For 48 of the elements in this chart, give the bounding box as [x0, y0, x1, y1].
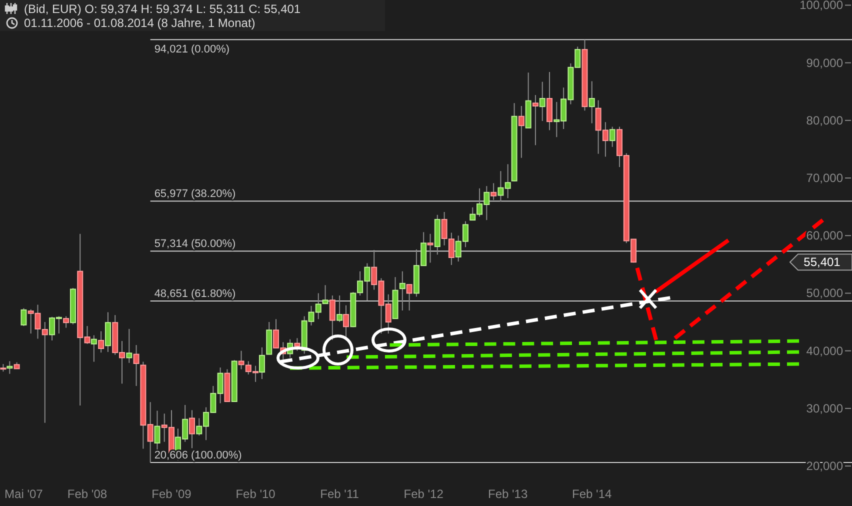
candlestick — [126, 328, 132, 364]
candlestick — [518, 105, 524, 158]
candlestick — [609, 126, 616, 148]
candlestick — [427, 233, 434, 264]
ref-line-label: 94,021 (0.00%) — [154, 44, 230, 56]
candlestick — [539, 81, 546, 122]
x-tick-label: Feb '12 — [404, 487, 444, 501]
x-tick-label: Feb '14 — [572, 487, 612, 501]
candlestick — [406, 284, 412, 311]
candlestick — [6, 360, 13, 374]
y-tick-label: 90,000 — [806, 56, 844, 70]
candlestick — [154, 410, 160, 451]
x-tick-label: Feb '13 — [488, 487, 528, 501]
ref-line-label: 48,651 (61.80%) — [154, 288, 236, 300]
text: 01.11.2006 - 01.08.2014 (8 Jahre, 1 Monat) — [24, 16, 256, 30]
candlestick — [546, 72, 553, 131]
candlestick — [104, 312, 111, 352]
candlestick — [133, 344, 140, 386]
candlestick — [90, 334, 97, 362]
candlestick — [343, 304, 350, 338]
ref-line-label: 65,977 (38.20%) — [154, 188, 236, 200]
y-tick-label: 50,000 — [806, 286, 844, 300]
candlestick — [63, 316, 70, 328]
y-tick-label: 80,000 — [806, 113, 844, 128]
candlestick — [188, 410, 195, 449]
candlestick — [490, 182, 497, 200]
ref-line-label: 57,314 (50.00%) — [154, 238, 236, 250]
chart-title: (Bid, EUR) O: 59,374 H: 59,374 L: 55,311 C: 55,401 — [24, 2, 301, 16]
candlestick — [399, 270, 406, 311]
candlestick — [329, 295, 336, 340]
candlestick — [588, 80, 595, 124]
y-tick-label: 20,000 — [806, 459, 844, 474]
candlestick — [258, 346, 265, 380]
candlestick — [336, 295, 343, 323]
y-tick-label: 70,000 — [806, 171, 844, 185]
candlestick — [20, 308, 27, 327]
x-tick-label: Feb '08 — [67, 487, 108, 501]
y-tick-label: 60,000 — [806, 228, 844, 243]
x-tick-label: Feb '10 — [236, 487, 276, 501]
x-tick-label: Mai '07 — [4, 487, 44, 501]
y-tick-label: 40,000 — [806, 344, 844, 358]
candlestick — [532, 94, 538, 146]
candlestick — [98, 330, 104, 354]
y-tick-label: 30,000 — [806, 401, 844, 416]
x-tick-label: Feb '09 — [152, 487, 192, 501]
annotation: 55,401 — [804, 255, 841, 270]
y-tick-label: 100,000 — [800, 0, 844, 12]
x-tick-label: Feb '11 — [320, 487, 360, 501]
